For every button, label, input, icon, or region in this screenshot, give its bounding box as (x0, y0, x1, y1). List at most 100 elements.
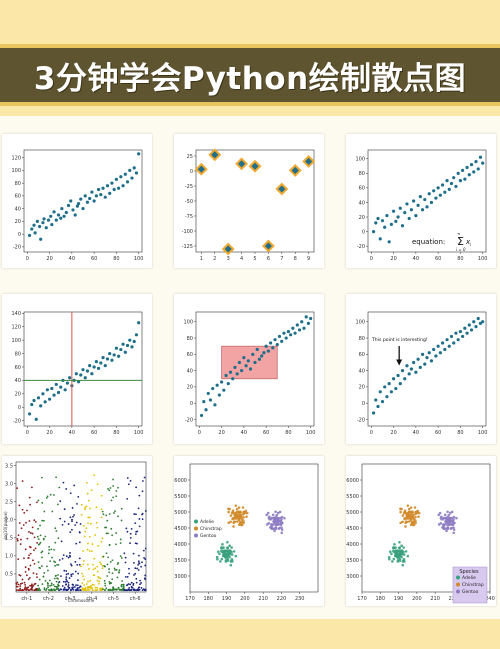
manhattan-point (37, 499, 40, 502)
data-point (43, 400, 47, 404)
data-point (94, 360, 98, 364)
y-tick-label: 40 (15, 206, 21, 212)
data-point (378, 237, 382, 241)
manhattan-point (21, 508, 24, 511)
data-point (284, 336, 288, 340)
manhattan-point (73, 484, 76, 487)
data-point (117, 354, 121, 358)
manhattan-point (92, 574, 95, 577)
manhattan-point (122, 585, 125, 588)
manhattan-point (46, 565, 48, 568)
data-point (271, 346, 275, 350)
y-tick-label: 5000 (346, 510, 359, 516)
manhattan-point (84, 530, 87, 533)
manhattan-point (83, 535, 86, 538)
manhattan-point (138, 588, 141, 591)
manhattan-point (88, 588, 91, 591)
manhattan-point (134, 572, 137, 575)
x-tick-label: 8 (294, 256, 297, 262)
manhattan-point (84, 588, 87, 591)
data-point (121, 184, 125, 188)
data-point (291, 326, 295, 330)
data-point (266, 349, 270, 353)
data-point (262, 351, 266, 355)
manhattan-point (35, 587, 38, 590)
manhattan-point (86, 492, 89, 495)
manhattan-point (119, 588, 122, 591)
manhattan-point (92, 568, 95, 571)
x-tick-label: 0 (26, 256, 29, 262)
manhattan-point (137, 563, 140, 566)
manhattan-point (77, 495, 80, 498)
penguin-point (272, 527, 276, 530)
penguin-point (267, 516, 271, 520)
penguin-point (447, 513, 451, 517)
x-tick-label: 230 (295, 596, 305, 602)
y-tick-label: 0 (18, 232, 21, 238)
manhattan-point (61, 523, 64, 526)
data-point (432, 347, 436, 352)
manhattan-point (87, 542, 89, 545)
data-point (244, 364, 248, 368)
data-point (463, 177, 467, 181)
penguin-point (412, 523, 415, 527)
manhattan-point (144, 564, 147, 567)
x-tick-label: 40 (69, 256, 75, 262)
data-point (90, 190, 94, 194)
data-point (385, 213, 389, 218)
under-band (0, 106, 500, 116)
data-point (476, 316, 480, 321)
legend-label: Chinstrap (462, 582, 484, 588)
manhattan-point (111, 578, 114, 581)
manhattan-point (46, 495, 49, 498)
data-point (478, 321, 483, 325)
penguin-point (280, 521, 284, 525)
manhattan-point (18, 589, 21, 592)
manhattan-point (134, 567, 137, 570)
manhattan-point (112, 587, 115, 589)
data-point (137, 152, 141, 156)
penguin-point (404, 521, 407, 525)
manhattan-point (104, 582, 106, 585)
penguin-point (448, 517, 451, 521)
data-point (467, 173, 471, 177)
manhattan-point (19, 587, 22, 590)
manhattan-point (105, 532, 108, 535)
manhattan-point (27, 557, 30, 559)
data-point (41, 392, 45, 396)
manhattan-point (112, 478, 114, 481)
manhattan-point (81, 588, 84, 591)
manhattan-point (32, 584, 35, 587)
manhattan-point (141, 518, 144, 521)
manhattan-point (91, 543, 94, 545)
y-tick-label: 80 (15, 181, 21, 187)
data-point (440, 183, 445, 187)
y-tick-label: 0 (362, 229, 365, 235)
penguin-point (235, 520, 239, 523)
x-tick-label: 4 (240, 256, 243, 262)
data-point (52, 210, 56, 214)
penguin-point (413, 506, 417, 509)
penguin-point (452, 531, 456, 535)
data-point (233, 365, 237, 369)
data-point (392, 377, 396, 381)
manhattan-point (108, 580, 111, 583)
manhattan-point (36, 576, 38, 579)
manhattan-point (115, 490, 118, 492)
penguin-point (400, 555, 403, 559)
manhattan-point (74, 589, 77, 591)
data-point (204, 408, 208, 412)
manhattan-point (57, 574, 59, 576)
manhattan-point (63, 586, 66, 589)
data-point (476, 167, 480, 171)
penguin-point (396, 550, 399, 554)
penguin-point (401, 563, 405, 567)
data-point (128, 338, 132, 342)
manhattan-point (43, 587, 46, 589)
data-point (41, 221, 45, 225)
penguin-point (455, 516, 458, 520)
manhattan-point (83, 578, 85, 581)
manhattan-point (61, 585, 64, 587)
chart-2-svg: 1 2 3 4 5 6 7 8 9 25 0 -25 -50 -75 -100 -125 (182, 148, 316, 262)
manhattan-point (24, 571, 27, 573)
